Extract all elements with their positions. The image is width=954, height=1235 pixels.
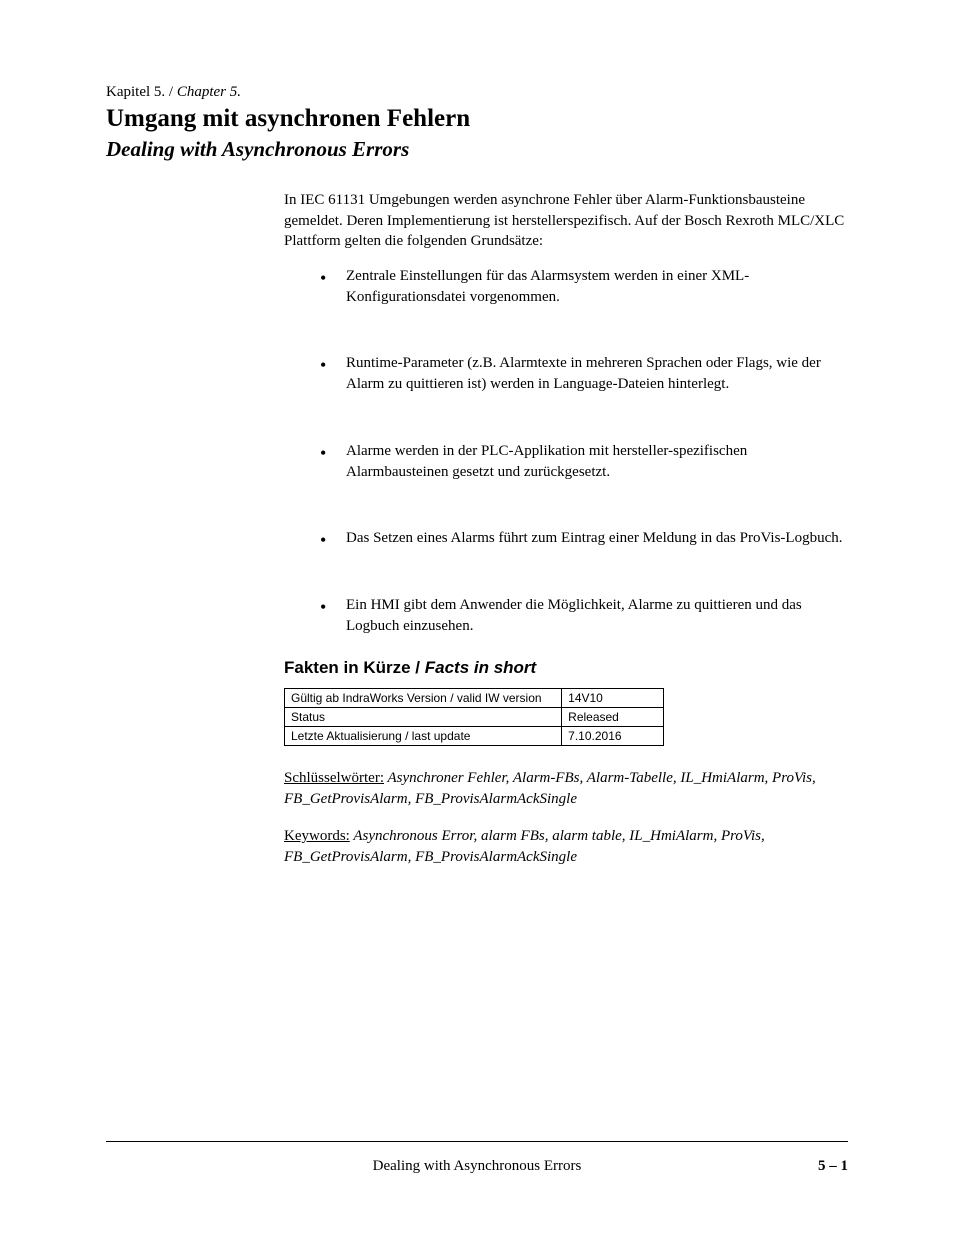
table-row: Gültig ab IndraWorks Version / valid IW …	[285, 689, 664, 708]
footer-center: Dealing with Asynchronous Errors	[306, 1158, 648, 1175]
table-cell: 7.10.2016	[562, 727, 664, 746]
keywords-en: Asynchronous Error, alarm FBs, alarm tab…	[284, 828, 765, 865]
keywords-de-block: Schlüsselwörter: Asynchroner Fehler, Ala…	[284, 768, 848, 810]
table-row: Status Released	[285, 708, 664, 727]
table-cell: Released	[562, 708, 664, 727]
bullet-list: Zentrale Einstellungen für das Alarmsyst…	[320, 266, 848, 636]
page-footer: Dealing with Asynchronous Errors 5 – 1	[106, 1158, 848, 1175]
table-cell: 14V10	[562, 689, 664, 708]
chapter-de: Kapitel 5. /	[106, 84, 177, 100]
chapter-en: Chapter 5.	[177, 84, 241, 100]
keywords-label-en: Keywords:	[284, 828, 350, 844]
table-cell: Letzte Aktualisierung / last update	[285, 727, 562, 746]
title-en: Dealing with Asynchronous Errors	[106, 137, 848, 162]
facts-table: Gültig ab IndraWorks Version / valid IW …	[284, 688, 664, 746]
facts-heading: Fakten in Kürze / Facts in short	[284, 658, 848, 678]
chapter-line: Kapitel 5. / Chapter 5.	[106, 84, 848, 101]
list-item: Das Setzen eines Alarms führt zum Eintra…	[320, 528, 848, 549]
footer-page-number: 5 – 1	[648, 1158, 848, 1175]
table-row: Letzte Aktualisierung / last update 7.10…	[285, 727, 664, 746]
list-item: Alarme werden in der PLC-Applikation mit…	[320, 441, 848, 482]
keywords-label-de: Schlüsselwörter:	[284, 770, 384, 786]
title-de: Umgang mit asynchronen Fehlern	[106, 105, 848, 133]
list-item: Zentrale Einstellungen für das Alarmsyst…	[320, 266, 848, 307]
list-item: Ein HMI gibt dem Anwender die Möglichkei…	[320, 595, 848, 636]
table-cell: Gültig ab IndraWorks Version / valid IW …	[285, 689, 562, 708]
footer-rule	[106, 1141, 848, 1142]
keywords-en-block: Keywords: Asynchronous Error, alarm FBs,…	[284, 826, 848, 868]
facts-heading-en: Facts in short	[425, 658, 536, 677]
list-item: Runtime-Parameter (z.B. Alarmtexte in me…	[320, 353, 848, 394]
intro-paragraph: In IEC 61131 Umgebungen werden asynchron…	[284, 190, 848, 252]
footer-left	[106, 1158, 306, 1175]
facts-heading-de: Fakten in Kürze /	[284, 658, 425, 677]
table-cell: Status	[285, 708, 562, 727]
